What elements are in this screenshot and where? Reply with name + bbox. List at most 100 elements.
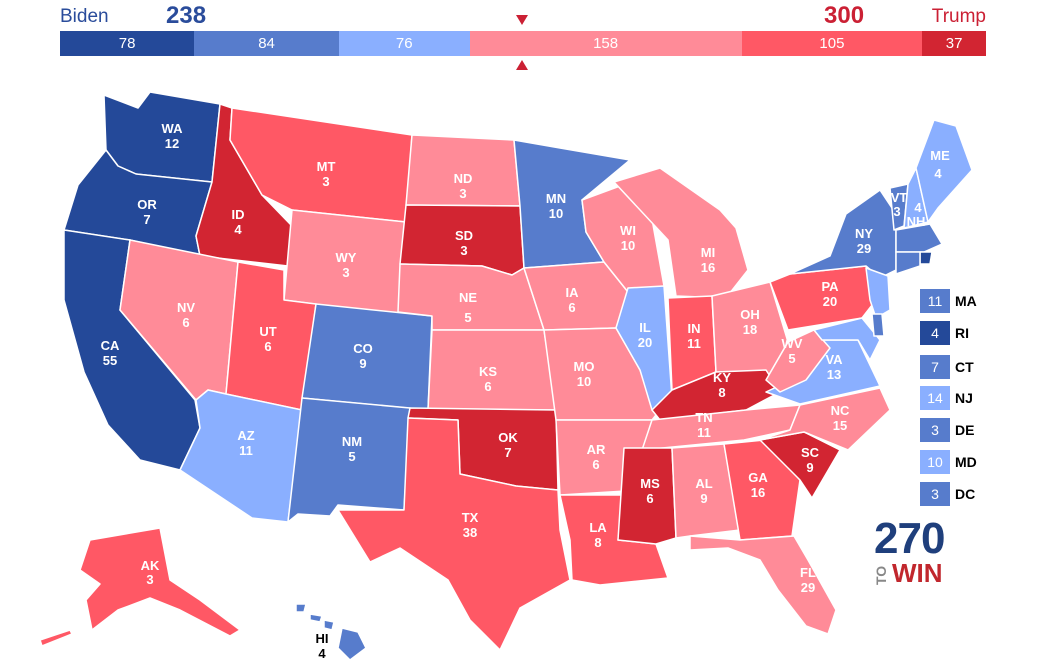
state-label-pa: PA 20 xyxy=(821,279,839,309)
small-state-ev-ri[interactable]: 4 xyxy=(920,321,950,345)
270towin-logo[interactable]: 270 TO WIN xyxy=(873,514,954,588)
state-label-or: OR 7 xyxy=(137,197,157,227)
small-state-ev-ma[interactable]: 11 xyxy=(920,289,950,313)
small-state-abbr-ct: CT xyxy=(955,359,974,375)
state-label-ny: NY 29 xyxy=(855,226,873,256)
state-me[interactable] xyxy=(915,119,973,223)
state-ny[interactable] xyxy=(789,189,897,279)
small-state-row-ma[interactable]: 11 MA xyxy=(920,289,977,313)
tally-segment-lean-rep[interactable]: 158 xyxy=(469,31,742,56)
state-label-co: CO 9 xyxy=(353,341,373,371)
state-label-nv: NV 6 xyxy=(177,300,195,330)
tally-segment-safe-rep[interactable]: 37 xyxy=(922,31,986,56)
state-label-mo: MO 10 xyxy=(574,359,595,389)
tally-segment-safe-dem[interactable]: 78 xyxy=(60,31,195,56)
state-label-il: IL 20 xyxy=(638,320,652,350)
state-label-ok: OK 7 xyxy=(498,430,518,460)
state-label-ia: IA 6 xyxy=(566,285,580,315)
state-ct[interactable] xyxy=(895,251,921,275)
state-label-ar: AR 6 xyxy=(587,442,606,472)
state-label-az: AZ 11 xyxy=(237,428,254,458)
small-state-row-dc[interactable]: 3 DC xyxy=(920,482,975,506)
small-state-abbr-ma: MA xyxy=(955,293,977,309)
small-state-ev-dc[interactable]: 3 xyxy=(920,482,950,506)
state-label-ne: NE 5 xyxy=(459,290,477,325)
state-md[interactable] xyxy=(813,317,881,361)
small-state-abbr-md: MD xyxy=(955,454,977,470)
state-label-id: ID 4 xyxy=(232,207,245,237)
state-ga[interactable] xyxy=(723,439,801,541)
state-tx[interactable] xyxy=(337,417,571,651)
tally-segment-likely-rep[interactable]: 105 xyxy=(741,31,923,56)
state-wv[interactable] xyxy=(765,329,831,393)
small-state-ev-de[interactable]: 3 xyxy=(920,418,950,442)
state-label-la: LA 8 xyxy=(589,520,607,550)
state-label-ga: GA 16 xyxy=(748,470,768,500)
biden-total: 238 xyxy=(166,2,207,29)
state-de[interactable] xyxy=(871,313,885,337)
state-mi[interactable] xyxy=(613,167,749,299)
logo-number: 270 xyxy=(874,514,945,563)
state-nc[interactable] xyxy=(759,387,891,451)
state-label-hi: HI 4 xyxy=(316,631,329,661)
small-state-abbr-de: DE xyxy=(955,422,975,438)
270-marker-bottom-icon xyxy=(516,60,528,70)
small-state-row-ct[interactable]: 7 CT xyxy=(920,355,974,379)
trump-label: Trump xyxy=(931,6,986,27)
state-fl[interactable] xyxy=(689,535,837,635)
state-label-ks: KS 6 xyxy=(479,364,497,394)
state-label-wa: WA 12 xyxy=(162,121,184,151)
state-label-sc: SC 9 xyxy=(801,445,820,475)
state-label-ky: KY 8 xyxy=(713,370,731,400)
small-state-row-ri[interactable]: 4 RI xyxy=(920,321,969,345)
small-state-row-nj[interactable]: 14 NJ xyxy=(920,386,973,410)
state-label-wy: WY 3 xyxy=(336,250,357,280)
state-ma[interactable] xyxy=(895,223,943,253)
electoral-tally-bar: 78 84 76 158 105 37 xyxy=(60,31,986,56)
state-label-wv: WV 5 xyxy=(782,336,803,366)
state-label-ut: UT 6 xyxy=(259,324,276,354)
tally-segment-likely-dem[interactable]: 84 xyxy=(194,31,339,56)
small-state-abbr-nj: NJ xyxy=(955,390,973,406)
state-label-ak: AK 3 xyxy=(141,558,160,587)
state-ri[interactable] xyxy=(919,251,933,265)
small-state-ev-md[interactable]: 10 xyxy=(920,450,950,474)
state-label-nh: 4 NH xyxy=(907,200,926,229)
state-label-tx: TX 38 xyxy=(462,510,479,540)
state-label-mt: MT 3 xyxy=(317,159,336,189)
state-label-wi: WI 10 xyxy=(620,223,636,253)
small-state-ev-ct[interactable]: 7 xyxy=(920,355,950,379)
state-hi-islands[interactable] xyxy=(295,603,335,631)
state-label-nm: NM 5 xyxy=(342,434,362,464)
state-label-sd: SD 3 xyxy=(455,228,473,258)
state-al[interactable] xyxy=(671,443,741,539)
state-nj[interactable] xyxy=(865,267,891,319)
state-ak-islands[interactable] xyxy=(39,629,73,647)
state-label-in: IN 11 xyxy=(687,321,701,351)
biden-label: Biden xyxy=(60,6,109,27)
state-label-fl: FL 29 xyxy=(800,565,816,595)
270-marker-top-icon xyxy=(516,15,528,25)
state-label-mn: MN 10 xyxy=(546,191,566,221)
state-label-ca: CA 55 xyxy=(101,338,120,368)
state-hi[interactable] xyxy=(337,627,367,661)
small-state-abbr-dc: DC xyxy=(955,486,976,502)
state-ky[interactable] xyxy=(651,369,781,421)
small-state-row-md[interactable]: 10 MD xyxy=(920,450,977,474)
state-label-me: ME 4 xyxy=(930,148,950,181)
state-ak[interactable] xyxy=(79,527,241,637)
logo-win: WIN xyxy=(892,558,943,588)
tally-segment-lean-dem[interactable]: 76 xyxy=(338,31,470,56)
small-state-abbr-ri: RI xyxy=(955,325,969,341)
state-label-nc: NC 15 xyxy=(831,403,850,433)
small-state-ev-nj[interactable]: 14 xyxy=(920,386,950,410)
small-state-row-de[interactable]: 3 DE xyxy=(920,418,974,442)
state-label-va: VA 13 xyxy=(825,352,843,382)
state-label-al: AL 9 xyxy=(695,476,712,506)
state-label-oh: OH 18 xyxy=(740,307,760,337)
state-co[interactable] xyxy=(301,303,433,411)
state-label-nd: ND 3 xyxy=(454,171,473,201)
trump-total: 300 xyxy=(824,2,865,29)
state-ms[interactable] xyxy=(617,447,677,545)
